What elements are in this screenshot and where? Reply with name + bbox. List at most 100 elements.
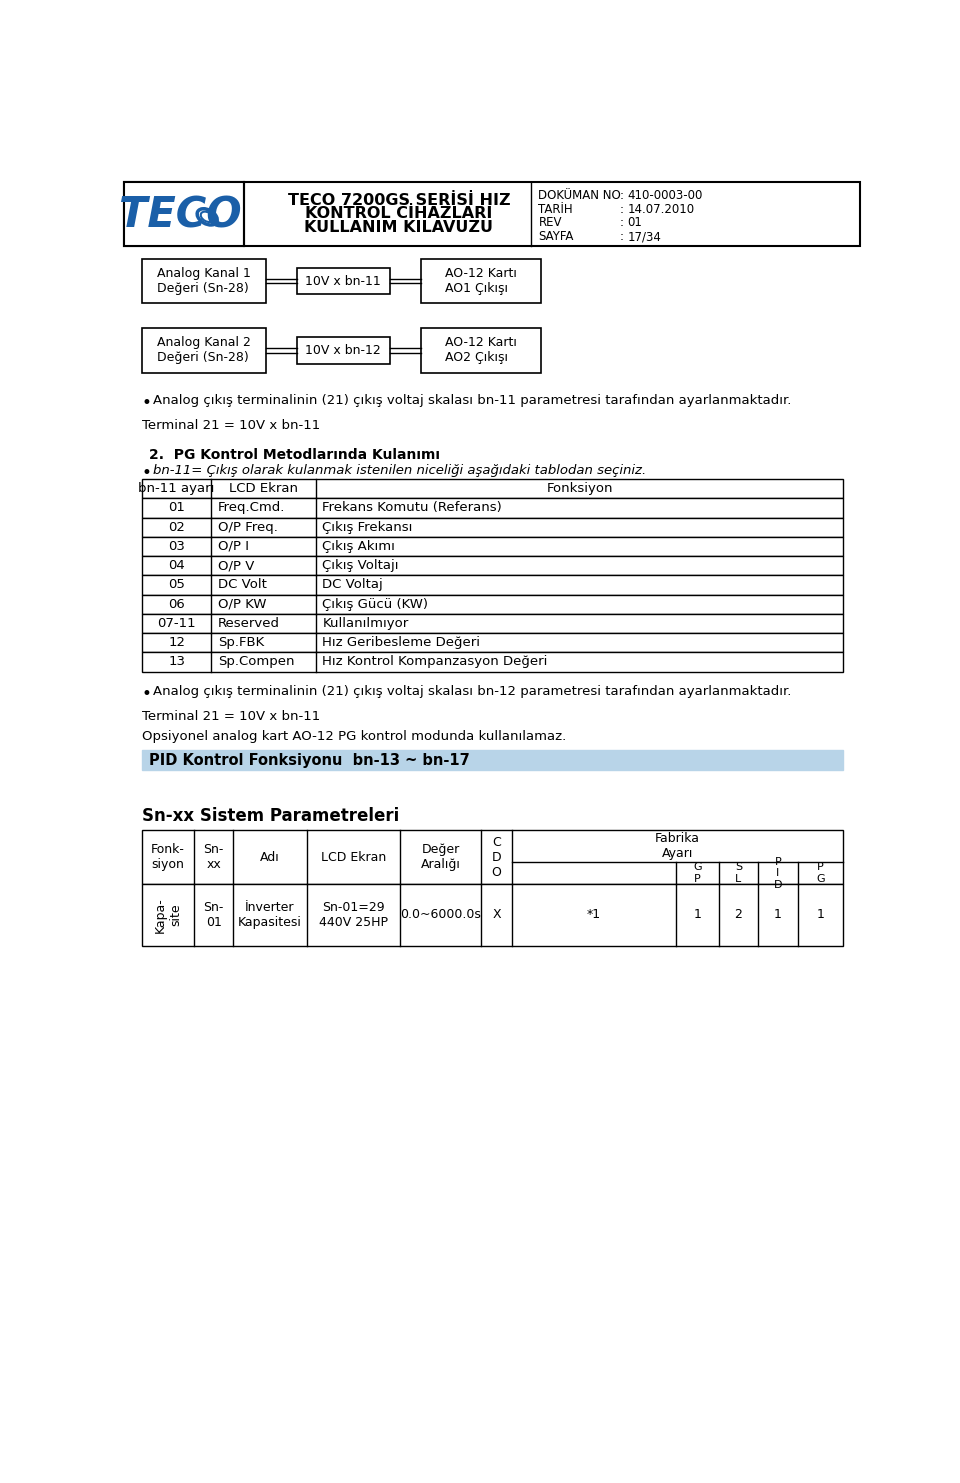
Text: *1: *1 xyxy=(587,909,601,921)
Bar xyxy=(142,537,843,556)
Bar xyxy=(142,830,843,884)
Bar xyxy=(142,750,843,770)
Text: İnverter
Kapasitesi: İnverter Kapasitesi xyxy=(238,900,301,928)
Text: Kullanılmıyor: Kullanılmıyor xyxy=(323,617,409,630)
Text: 10V x bn-11: 10V x bn-11 xyxy=(305,274,381,288)
Text: TECO: TECO xyxy=(119,194,241,236)
Bar xyxy=(124,182,860,246)
Text: 13: 13 xyxy=(168,655,185,669)
Text: PID Kontrol Fonksiyonu  bn-13 ~ bn-17: PID Kontrol Fonksiyonu bn-13 ~ bn-17 xyxy=(150,752,470,768)
Text: 14.07.2010: 14.07.2010 xyxy=(628,203,695,215)
Bar xyxy=(142,884,843,946)
Text: 01: 01 xyxy=(168,501,185,515)
Text: 10V x bn-12: 10V x bn-12 xyxy=(305,344,381,357)
Text: AO-12 Kartı
AO2 Çıkışı: AO-12 Kartı AO2 Çıkışı xyxy=(444,337,516,365)
Bar xyxy=(142,518,843,537)
Text: Sn-01=29
440V 25HP: Sn-01=29 440V 25HP xyxy=(319,900,388,928)
Text: P
I
D: P I D xyxy=(774,857,782,890)
Text: :: : xyxy=(620,203,624,215)
Text: LCD Ekran: LCD Ekran xyxy=(229,482,299,495)
Bar xyxy=(142,479,843,498)
Text: Adı: Adı xyxy=(260,851,279,863)
Text: Terminal 21 = 10V x bn-11: Terminal 21 = 10V x bn-11 xyxy=(142,710,320,724)
Text: 1: 1 xyxy=(774,909,781,921)
Text: •: • xyxy=(142,394,152,412)
Text: Çıkış Frekansı: Çıkış Frekansı xyxy=(323,521,413,534)
Text: 05: 05 xyxy=(168,578,185,592)
Text: 0.0~6000.0s: 0.0~6000.0s xyxy=(400,909,481,921)
Bar xyxy=(142,633,843,653)
Text: S
L: S L xyxy=(735,863,742,884)
Text: Analog Kanal 1
Değeri (Sn-28): Analog Kanal 1 Değeri (Sn-28) xyxy=(156,267,251,295)
Text: C
D
O: C D O xyxy=(492,835,501,878)
Bar xyxy=(142,556,843,575)
Text: Hız Kontrol Kompanzasyon Değeri: Hız Kontrol Kompanzasyon Değeri xyxy=(323,655,547,669)
Text: TECO 7200GS SERİSİ HIZ: TECO 7200GS SERİSİ HIZ xyxy=(288,193,511,208)
Text: Frekans Komutu (Referans): Frekans Komutu (Referans) xyxy=(323,501,502,515)
Text: Reserved: Reserved xyxy=(218,617,279,630)
Text: DC Volt: DC Volt xyxy=(218,578,267,592)
Bar xyxy=(142,614,843,633)
Text: •: • xyxy=(142,464,152,482)
Bar xyxy=(142,328,266,372)
Bar xyxy=(142,653,843,672)
Text: Fabrika
Ayarı: Fabrika Ayarı xyxy=(655,832,700,860)
Text: Analog çıkış terminalinin (21) çıkış voltaj skalası bn-11 parametresi tarafından: Analog çıkış terminalinin (21) çıkış vol… xyxy=(153,394,791,408)
Text: :: : xyxy=(620,217,624,230)
Text: 01: 01 xyxy=(628,217,642,230)
Text: 1: 1 xyxy=(817,909,825,921)
Text: Fonksiyon: Fonksiyon xyxy=(546,482,612,495)
Text: Sp.Compen: Sp.Compen xyxy=(218,655,294,669)
Text: 2: 2 xyxy=(734,909,742,921)
Text: 17/34: 17/34 xyxy=(628,230,661,243)
Text: 07-11: 07-11 xyxy=(157,617,196,630)
Text: 2.  PG Kontrol Metodlarında Kulanımı: 2. PG Kontrol Metodlarında Kulanımı xyxy=(150,448,441,463)
Text: :: : xyxy=(620,230,624,243)
Text: 03: 03 xyxy=(168,540,185,553)
Text: Fonk-
siyon: Fonk- siyon xyxy=(151,844,185,871)
Text: 02: 02 xyxy=(168,521,185,534)
Text: Freq.Cmd.: Freq.Cmd. xyxy=(218,501,285,515)
Text: Sp.FBK: Sp.FBK xyxy=(218,636,264,650)
Bar xyxy=(420,328,540,372)
Text: TARİH: TARİH xyxy=(539,203,573,215)
Text: P
G: P G xyxy=(816,863,825,884)
Text: AO-12 Kartı
AO1 Çıkışı: AO-12 Kartı AO1 Çıkışı xyxy=(444,267,516,295)
Text: :: : xyxy=(620,188,624,202)
Text: O/P V: O/P V xyxy=(218,559,254,572)
Text: O/P Freq.: O/P Freq. xyxy=(218,521,277,534)
Text: 04: 04 xyxy=(168,559,185,572)
Text: Terminal 21 = 10V x bn-11: Terminal 21 = 10V x bn-11 xyxy=(142,420,320,432)
Text: Analog Kanal 2
Değeri (Sn-28): Analog Kanal 2 Değeri (Sn-28) xyxy=(156,337,251,365)
Text: •: • xyxy=(142,685,152,703)
Text: bn-11= Çıkış olarak kulanmak istenilen niceliği aşağıdaki tablodan seçiniz.: bn-11= Çıkış olarak kulanmak istenilen n… xyxy=(153,464,646,476)
Text: SAYFA: SAYFA xyxy=(539,230,574,243)
Text: Sn-
01: Sn- 01 xyxy=(204,900,224,928)
Text: 06: 06 xyxy=(168,598,185,611)
Bar xyxy=(142,498,843,518)
Text: KULLANIM KILAVUZU: KULLANIM KILAVUZU xyxy=(304,221,493,236)
Text: Değer
Aralığı: Değer Aralığı xyxy=(420,844,461,871)
Text: Çıkış Gücü (KW): Çıkış Gücü (KW) xyxy=(323,598,428,611)
Bar xyxy=(297,337,390,363)
Bar xyxy=(142,260,266,304)
Text: Opsiyonel analog kart AO-12 PG kontrol modunda kullanılamaz.: Opsiyonel analog kart AO-12 PG kontrol m… xyxy=(142,730,566,743)
Text: 12: 12 xyxy=(168,636,185,650)
Bar xyxy=(297,268,390,294)
Text: Çıkış Voltajı: Çıkış Voltajı xyxy=(323,559,398,572)
Text: G
P: G P xyxy=(693,863,702,884)
Text: Kapa-
site: Kapa- site xyxy=(154,897,182,933)
Text: 410-0003-00: 410-0003-00 xyxy=(628,188,703,202)
Text: bn-11 ayarı: bn-11 ayarı xyxy=(138,482,215,495)
Text: Çıkış Akımı: Çıkış Akımı xyxy=(323,540,396,553)
Text: REV: REV xyxy=(539,217,562,230)
Text: 1: 1 xyxy=(693,909,702,921)
Text: DOKÜMAN NO: DOKÜMAN NO xyxy=(539,188,621,202)
Text: KONTROL CİHAZLARI: KONTROL CİHAZLARI xyxy=(305,206,492,221)
Text: DC Voltaj: DC Voltaj xyxy=(323,578,383,592)
Text: Hız Geribesleme Değeri: Hız Geribesleme Değeri xyxy=(323,636,480,650)
Text: O/P I: O/P I xyxy=(218,540,249,553)
Bar xyxy=(142,575,843,595)
Bar xyxy=(142,595,843,614)
Text: Analog çıkış terminalinin (21) çıkış voltaj skalası bn-12 parametresi tarafından: Analog çıkış terminalinin (21) çıkış vol… xyxy=(153,685,791,698)
